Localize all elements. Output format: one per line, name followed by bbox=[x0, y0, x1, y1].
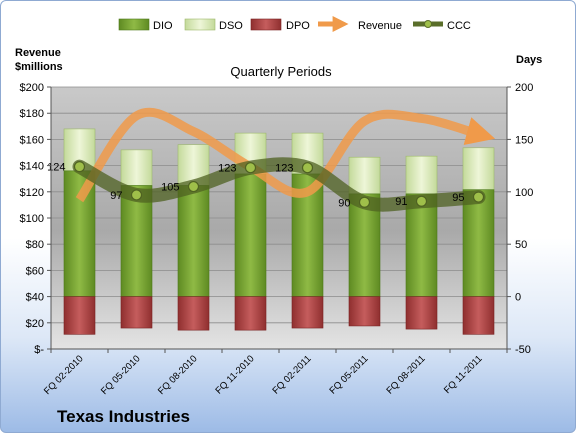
legend-dio-label: DIO bbox=[153, 20, 173, 32]
left-tick-label: $160 bbox=[20, 134, 44, 146]
ccc-data-label: 123 bbox=[275, 163, 293, 175]
company-name: Texas Industries bbox=[57, 407, 190, 426]
right-tick-label: 50 bbox=[515, 239, 527, 251]
dso-bar bbox=[120, 149, 153, 186]
dio-bar bbox=[177, 185, 210, 297]
dio-bar bbox=[462, 189, 495, 297]
ccc-marker bbox=[73, 161, 86, 173]
ccc-marker bbox=[472, 191, 485, 203]
left-tick-label: $120 bbox=[20, 187, 44, 199]
left-axis-title-line2: $millions bbox=[15, 61, 63, 73]
ccc-marker bbox=[358, 196, 371, 208]
legend-revenue-label: Revenue bbox=[358, 20, 402, 32]
ccc-data-label: 105 bbox=[161, 182, 179, 194]
bars bbox=[63, 128, 495, 335]
dso-bar bbox=[405, 155, 438, 195]
dpo-bar bbox=[120, 296, 153, 329]
dpo-bar bbox=[63, 296, 96, 335]
left-tick-label: $60 bbox=[26, 265, 44, 277]
dio-bar bbox=[405, 193, 438, 297]
ccc-data-label: 97 bbox=[110, 190, 122, 202]
left-tick-label: $- bbox=[34, 344, 44, 356]
category-label: FQ 11-2010 bbox=[213, 353, 256, 396]
dpo-bar bbox=[462, 296, 495, 335]
legend-dio-swatch bbox=[118, 18, 150, 31]
category-label: FQ 08-2011 bbox=[384, 353, 427, 396]
dso-bar bbox=[348, 156, 381, 195]
chart-title: Quarterly Periods bbox=[230, 64, 332, 79]
ccc-data-label: 91 bbox=[395, 196, 407, 208]
legend: DIO DSO DPO Revenue CCC bbox=[118, 15, 471, 33]
right-axis-title: Days bbox=[516, 54, 542, 66]
data-labels: 124 97 105 123 123 90 91 95 bbox=[47, 162, 464, 210]
ccc-marker bbox=[301, 162, 314, 174]
right-tick-label: 100 bbox=[515, 187, 533, 199]
category-label: FQ 02-2010 bbox=[42, 353, 86, 397]
ccc-data-label: 90 bbox=[338, 197, 350, 209]
dio-bar bbox=[234, 173, 267, 297]
category-label: FQ 05-2011 bbox=[327, 353, 370, 396]
right-tick-label: 200 bbox=[515, 82, 533, 94]
category-label: FQ 08-2010 bbox=[156, 353, 200, 397]
left-tick-label: $20 bbox=[26, 318, 44, 330]
legend-ccc-label: CCC bbox=[447, 20, 471, 32]
left-tick-label: $100 bbox=[20, 213, 44, 225]
legend-dso-label: DSO bbox=[219, 20, 243, 32]
category-label: FQ 02-2011 bbox=[270, 353, 313, 396]
ccc-marker bbox=[187, 180, 200, 193]
left-axis-title-line1: Revenue bbox=[15, 47, 61, 59]
category-label: FQ 05-2010 bbox=[99, 353, 143, 397]
dpo-bar bbox=[234, 296, 267, 331]
ccc-marker bbox=[415, 195, 428, 207]
dso-bar bbox=[462, 147, 495, 191]
revenue-line bbox=[75, 107, 496, 203]
dpo-bar bbox=[405, 296, 438, 330]
dpo-bar bbox=[177, 296, 210, 331]
ccc-data-label: 124 bbox=[47, 162, 65, 174]
left-tick-label: $140 bbox=[20, 161, 44, 173]
right-tick-label: -50 bbox=[515, 344, 531, 356]
legend-dso-swatch bbox=[184, 18, 216, 31]
legend-ccc-marker bbox=[424, 20, 432, 28]
legend-dpo-label: DPO bbox=[286, 20, 310, 32]
right-tick-label: 0 bbox=[515, 292, 521, 304]
left-tick-label: $200 bbox=[20, 82, 44, 94]
left-tick-label: $80 bbox=[26, 239, 44, 251]
lines bbox=[72, 107, 496, 212]
category-label: FQ 11-2011 bbox=[442, 353, 485, 396]
right-tick-label: 150 bbox=[515, 134, 533, 146]
legend-dpo-swatch bbox=[250, 18, 282, 31]
left-tick-label: $40 bbox=[26, 292, 44, 304]
dio-bar bbox=[120, 185, 153, 297]
left-tick-label: $180 bbox=[20, 108, 44, 120]
ccc-data-label: 123 bbox=[218, 163, 236, 175]
ccc-marker bbox=[244, 162, 257, 174]
ccc-data-label: 95 bbox=[452, 192, 464, 204]
dpo-bar bbox=[348, 296, 381, 327]
dpo-bar bbox=[291, 296, 324, 329]
ccc-marker bbox=[130, 189, 143, 201]
